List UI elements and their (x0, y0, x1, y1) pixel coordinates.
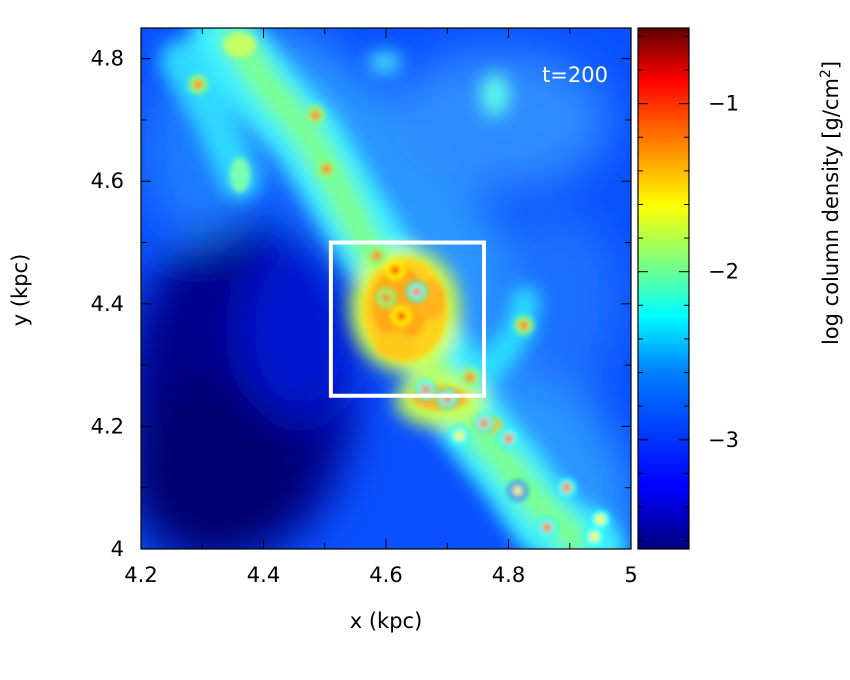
x-tick-label: 4.4 (247, 563, 280, 587)
y-axis-ticks: 4 4.2 4.4 4.6 4.8 (91, 47, 631, 561)
clump-core-5 (396, 311, 407, 322)
y-tick-label: 4.2 (91, 414, 124, 438)
clump-core-2 (321, 163, 332, 174)
clump-core-4 (371, 251, 382, 262)
clump-core-10 (464, 372, 475, 383)
clump-core-19 (512, 485, 523, 496)
colorbar-ticks: −3 −2 −1 (638, 35, 739, 542)
clump-core-16 (595, 514, 606, 525)
clump-core-11 (479, 418, 489, 429)
colorbar-label-sup: 2 (818, 69, 834, 78)
x-tick-label: 4.2 (124, 563, 157, 587)
y-tick-label: 4.4 (91, 292, 124, 316)
highlight-box (328, 240, 486, 398)
clump-core-14 (561, 482, 572, 493)
clump-core-6 (381, 292, 391, 303)
clump-core-15 (542, 522, 553, 533)
x-tick-label: 4.8 (492, 563, 525, 587)
heatmap-image (141, 28, 631, 549)
colorbar-label-main: log column density [g/cm (819, 78, 843, 345)
y-tick-label: 4 (111, 537, 124, 561)
y-tick-label: 4.8 (91, 47, 124, 71)
x-tick-label: 4.6 (369, 563, 402, 587)
colorbar-tick-label: −1 (708, 92, 739, 116)
x-axis-label: x (kpc) (350, 609, 423, 633)
clump-core-7 (411, 286, 422, 297)
x-tick-label: 5 (624, 563, 637, 587)
colorbar (637, 27, 690, 550)
colorbar-tick-label: −2 (708, 260, 739, 284)
time-annotation: t=200 (542, 63, 608, 87)
clump-core-1 (310, 110, 321, 121)
clump-core-8 (420, 384, 431, 395)
clump-core-17 (589, 531, 600, 542)
clump-layer (187, 74, 611, 547)
colorbar-label: log column density [g/cm2] (818, 61, 843, 345)
y-tick-label: 4.6 (91, 169, 124, 193)
colorbar-label-end: ] (819, 61, 843, 69)
y-axis-label: y (kpc) (8, 254, 32, 327)
x-axis-ticks: 4.2 4.4 4.6 4.8 5 (124, 28, 638, 587)
clump-core-18 (454, 430, 465, 441)
clump-core-12 (503, 433, 514, 444)
clump-core-3 (390, 265, 401, 276)
colorbar-tick-label: −3 (708, 428, 739, 452)
clump-core-13 (518, 320, 529, 331)
clump-core-0 (192, 79, 203, 90)
